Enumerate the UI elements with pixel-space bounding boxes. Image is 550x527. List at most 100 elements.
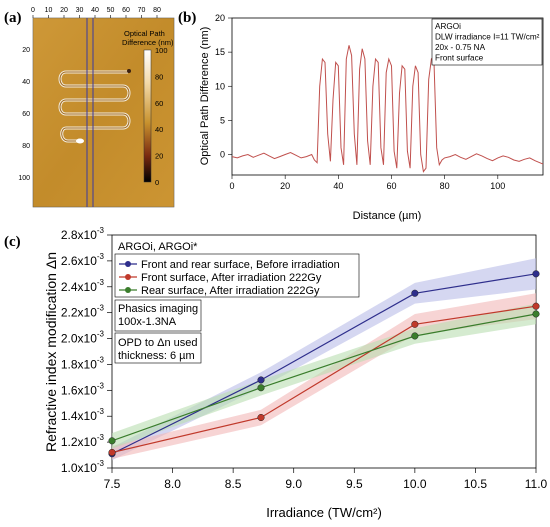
panel-b-x-tick-label: 20 [280, 181, 290, 191]
panel-b-x-tick-label: 60 [386, 181, 396, 191]
y-tick-mantissa: 2.8x10 [61, 228, 97, 242]
panel-c-y-tick-label: 1.2x10-3 [61, 433, 105, 449]
legend-entry: Front surface, After irradiation 222Gy [141, 272, 322, 284]
series-1-point [108, 448, 116, 457]
y-tick-exponent: -3 [97, 278, 105, 287]
panel-c-y-tick-label: 1.8x10-3 [61, 355, 105, 371]
panel-a-x-tick-label: 60 [122, 7, 130, 14]
panel-b-y-tick-label: 5 [220, 115, 225, 125]
panel-c-chart: 7.5 8.0 8.5 9.0 9.5 10.0 10.5 11.01.0x10-31.2x1… [43, 226, 548, 520]
panel-c-x-tick-label: 9.5 [346, 477, 363, 491]
series-1-point [257, 413, 265, 422]
panel-c-y-tick-label: 1.6x10-3 [61, 381, 105, 397]
panel-b-x-tick-label: 100 [490, 181, 505, 191]
panel-b-x-tick-label: 80 [440, 181, 450, 191]
y-tick-mantissa: 2.2x10 [61, 306, 97, 320]
note-line: thickness: 6 µm [118, 350, 195, 362]
series-1-uncertainty-band [112, 293, 536, 459]
annotation-box [431, 18, 543, 66]
panel-c-bands [112, 258, 536, 461]
colorbar [143, 49, 152, 183]
y-tick-exponent: -3 [97, 381, 105, 390]
waveguide-end-spot [76, 138, 84, 144]
panel-c-ticks: 7.5 8.0 8.5 9.0 9.5 10.0 10.5 11.01.0x10-31.2x1… [61, 226, 548, 491]
x-label-text: Irradiance (TW/cm²) [266, 505, 382, 520]
y-tick-mantissa: 2.0x10 [61, 332, 97, 346]
y-tick-mantissa: 1.8x10 [61, 357, 97, 371]
panel-label-b: (b) [178, 10, 196, 26]
panel-c-frame [111, 234, 537, 469]
panel-a-x-tick-label: 10 [45, 7, 53, 14]
panel-c-series [108, 270, 540, 458]
panel-b-x-tick-label: 40 [333, 181, 343, 191]
panel-c-x-tick-label: 8.5 [225, 477, 242, 491]
panel-b-y-tick-label: 0 [220, 150, 225, 160]
y-tick-exponent: -3 [97, 226, 105, 235]
panel-b-y-tick-label: 20 [215, 13, 225, 23]
note-line: OPD to Δn used [118, 337, 198, 349]
panel-c-y-tick-label: 1.4x10-3 [61, 407, 105, 423]
series-1-point [411, 320, 419, 328]
panel-c-x-tick-label: 11.0 [525, 477, 548, 491]
panel-b-ticks: 0 20 40 60 80 100 0 5 10 15 20 [215, 13, 505, 191]
annotation-line: DLW irradiance I=11 TW/cm² [435, 33, 540, 42]
panel-c-x-tick-label: 8.0 [164, 477, 181, 491]
series-0-point [532, 270, 540, 278]
panel-c-x-tick-label: 10.5 [464, 477, 488, 491]
colorbar-tick-label: 60 [155, 99, 163, 108]
panel-label-a: (a) [4, 10, 22, 26]
legend-swatch-marker [125, 274, 131, 280]
panel-c-y-tick-label: 1.0x10-3 [61, 459, 105, 475]
colorbar-title-line2: Difference (nm) [122, 38, 174, 47]
panel-a-x-tick-label: 50 [107, 7, 115, 14]
colorbar-tick-label: 40 [155, 125, 163, 134]
panel-c-y-tick-label: 2.4x10-3 [61, 278, 105, 294]
panel-c-x-tick-label: 10.0 [403, 477, 427, 491]
legend: Front and rear surface, Before irradiati… [114, 253, 360, 298]
legend-entry: Front and rear surface, Before irradiati… [141, 259, 340, 271]
series-2-line [111, 313, 537, 442]
series-1-line [111, 305, 537, 454]
y-tick-exponent: -3 [97, 304, 105, 313]
colorbar-tick-label: 100 [155, 46, 168, 55]
series-2-uncertainty-band [112, 303, 536, 449]
waveguide-start-dot [127, 69, 131, 73]
panel-b-x-tick-label: 0 [229, 181, 234, 191]
y-tick-exponent: -3 [97, 355, 105, 364]
note-line: 100x-1.3NA [118, 316, 177, 328]
panel-c-y-tick-label: 2.8x10-3 [61, 226, 105, 242]
series-2-point [108, 437, 116, 445]
panel-c-x-tick-label: 9.0 [285, 477, 302, 491]
colorbar-tick-label: 80 [155, 72, 163, 81]
series-1-point [532, 302, 540, 310]
series-0-point [411, 289, 419, 297]
panel-c-x-tick-label: 7.5 [104, 477, 121, 491]
y-tick-mantissa: 1.0x10 [61, 461, 97, 475]
colorbar-title-line1: Optical Path [124, 29, 165, 38]
y-tick-exponent: -3 [97, 330, 105, 339]
legend-swatch-marker [125, 261, 131, 267]
panel-a-image: 0 10 20 30 40 50 60 70 80 20 40 60 80 100 Optical Pa… [18, 7, 175, 208]
y-tick-mantissa: 1.2x10 [61, 435, 97, 449]
series-0-line [111, 273, 537, 455]
legend-entry: Rear surface, After irradiation 222Gy [141, 285, 320, 297]
panel-b-y-tick-label: 10 [215, 81, 225, 91]
panel-a-y-tick-label: 40 [22, 79, 30, 86]
panel-a-x-tick-label: 80 [153, 7, 161, 14]
panel-a-x-tick-label: 20 [60, 7, 68, 14]
series-2-point [257, 384, 265, 392]
note-line: Phasics imaging [118, 303, 198, 315]
waveguide-inner [59, 71, 130, 142]
panel-c-y-tick-label: 2.6x10-3 [61, 252, 105, 268]
panel-c-x-axis-label: Irradiance (TW/cm²) [266, 505, 382, 520]
conversion-note-box [114, 332, 202, 364]
series-2-point [532, 310, 540, 318]
panel-b-chart: 0 20 40 60 80 100 0 5 10 15 20 ARGOi DLW irradiance… [199, 13, 544, 222]
panel-a-x-tick-label: 0 [31, 7, 35, 14]
panel-a-y-tick-label: 60 [22, 111, 30, 118]
panel-c-y-axis-label: Refractive index modification Δn [43, 252, 59, 452]
y-tick-exponent: -3 [97, 459, 105, 468]
panel-a-x-tick-label: 40 [91, 7, 99, 14]
annotation-line: ARGOi [435, 22, 461, 31]
